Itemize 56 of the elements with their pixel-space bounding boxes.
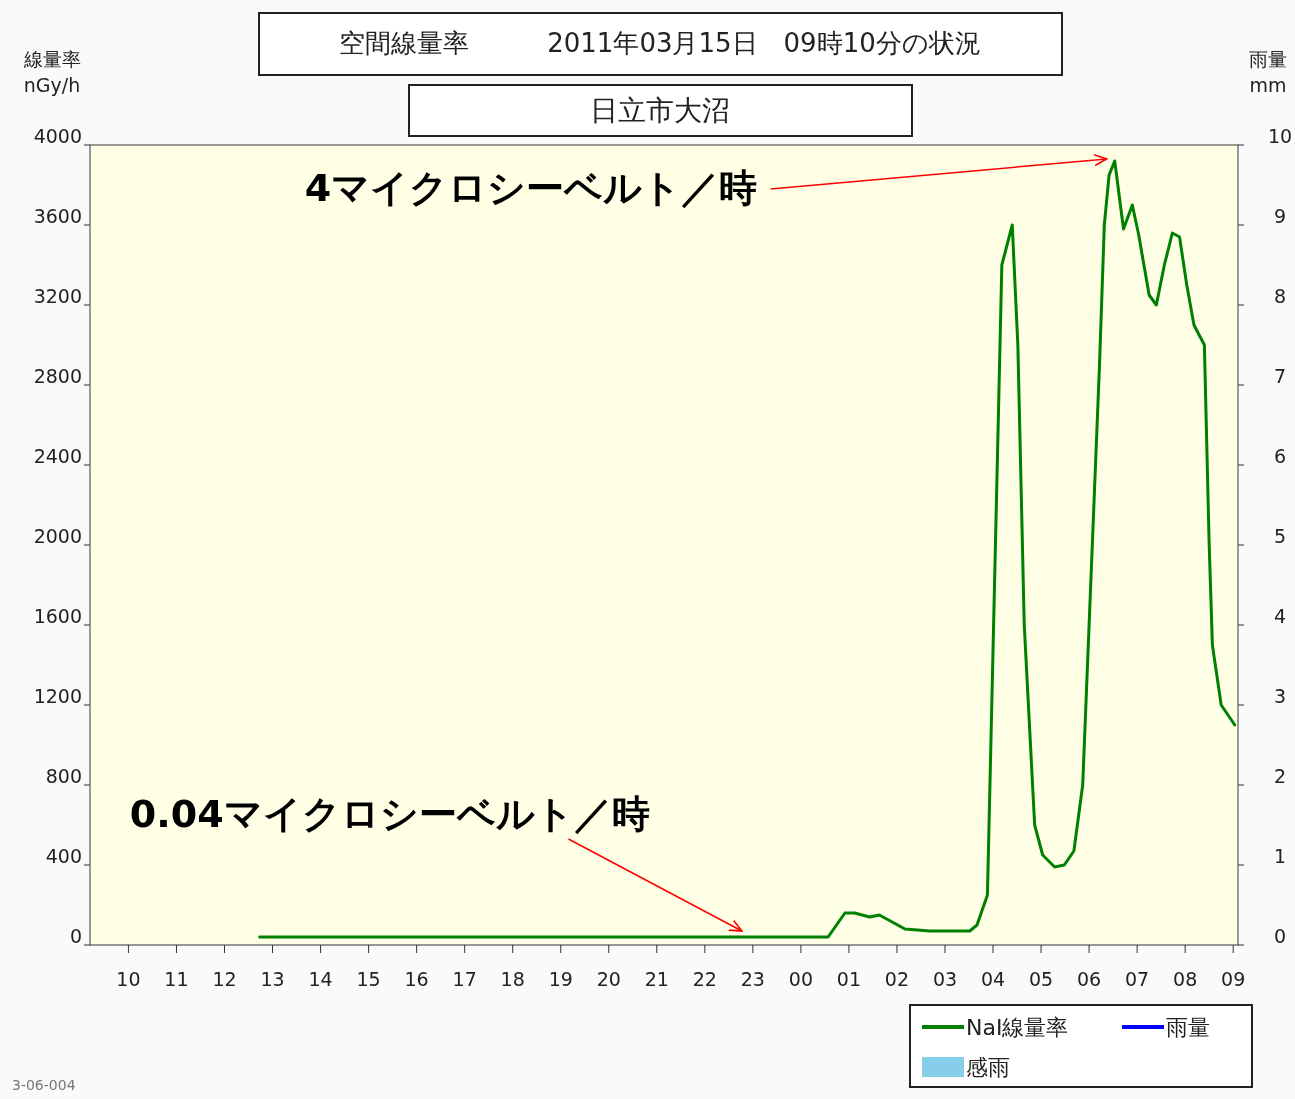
y-tick-label: 400 — [45, 845, 82, 867]
x-tick-label: 23 — [740, 968, 765, 990]
x-tick-label: 07 — [1125, 968, 1150, 990]
y-tick-label: 2400 — [33, 445, 82, 467]
x-tick-label: 16 — [404, 968, 429, 990]
legend-label: 雨量 — [1166, 1015, 1210, 1040]
y-tick-label: 2800 — [33, 365, 82, 387]
y-tick-label: 0 — [69, 925, 82, 947]
x-tick-label: 19 — [548, 968, 573, 990]
y2-tick-label: 5 — [1273, 525, 1287, 547]
y-tick-label: 2000 — [33, 525, 82, 547]
y2-tick-label: 3 — [1273, 685, 1287, 707]
x-tick-label: 21 — [644, 968, 669, 990]
x-tick-label: 00 — [788, 968, 813, 990]
y-tick-label: 1200 — [33, 685, 82, 707]
x-tick-label: 20 — [596, 968, 621, 990]
annotation: 4マイクロシーベルト／時 — [304, 166, 758, 210]
x-tick-label: 09 — [1221, 968, 1246, 990]
chart-subtitle: 日立市大沼 — [590, 94, 730, 127]
y-tick-label: 1600 — [33, 605, 82, 627]
y2-tick-label: 2 — [1273, 765, 1287, 787]
y2-tick-label: 6 — [1273, 445, 1287, 467]
x-tick-label: 12 — [212, 968, 237, 990]
y-tick-label: 800 — [45, 765, 82, 787]
x-tick-label: 13 — [260, 968, 285, 990]
y-axis-title: 線量率 nGy/h — [22, 48, 81, 96]
x-tick-label: 15 — [356, 968, 381, 990]
y2-tick-label: 8 — [1273, 285, 1287, 307]
legend-label: 感雨 — [966, 1055, 1010, 1080]
chart-title: 空間線量率 2011年03月15日 09時10分の状況 — [339, 28, 981, 58]
x-tick-label: 06 — [1077, 968, 1102, 990]
x-tick-label: 02 — [884, 968, 910, 990]
y2-tick-label: 9 — [1273, 205, 1287, 227]
x-tick-label: 22 — [692, 968, 717, 990]
annotation: 0.04マイクロシーベルト／時 — [129, 792, 650, 836]
x-tick-label: 03 — [932, 968, 958, 990]
x-tick-label: 05 — [1028, 968, 1054, 990]
x-tick-label: 10 — [116, 968, 141, 990]
y-tick-label: 3200 — [33, 285, 82, 307]
y2-tick-label: 10 — [1267, 125, 1293, 147]
x-tick-label: 08 — [1173, 968, 1198, 990]
text: 3-06-004 — [12, 1077, 76, 1093]
legend-label: NaI線量率 — [966, 1015, 1069, 1040]
y2-tick-label: 1 — [1273, 845, 1287, 867]
x-tick-label: 18 — [500, 968, 525, 990]
x-tick-label: 11 — [164, 968, 189, 990]
x-tick-label: 01 — [836, 968, 862, 990]
y2-tick-label: 7 — [1273, 365, 1287, 387]
y-tick-label: 4000 — [33, 125, 82, 147]
x-tick-label: 04 — [980, 968, 1006, 990]
y-tick-label: 3600 — [33, 205, 82, 227]
x-tick-label: 17 — [452, 968, 477, 990]
y2-axis-title: 雨量 mm — [1249, 48, 1287, 96]
y2-tick-label: 4 — [1273, 605, 1287, 627]
x-tick-label: 14 — [308, 968, 333, 990]
y2-tick-label: 0 — [1273, 925, 1287, 947]
